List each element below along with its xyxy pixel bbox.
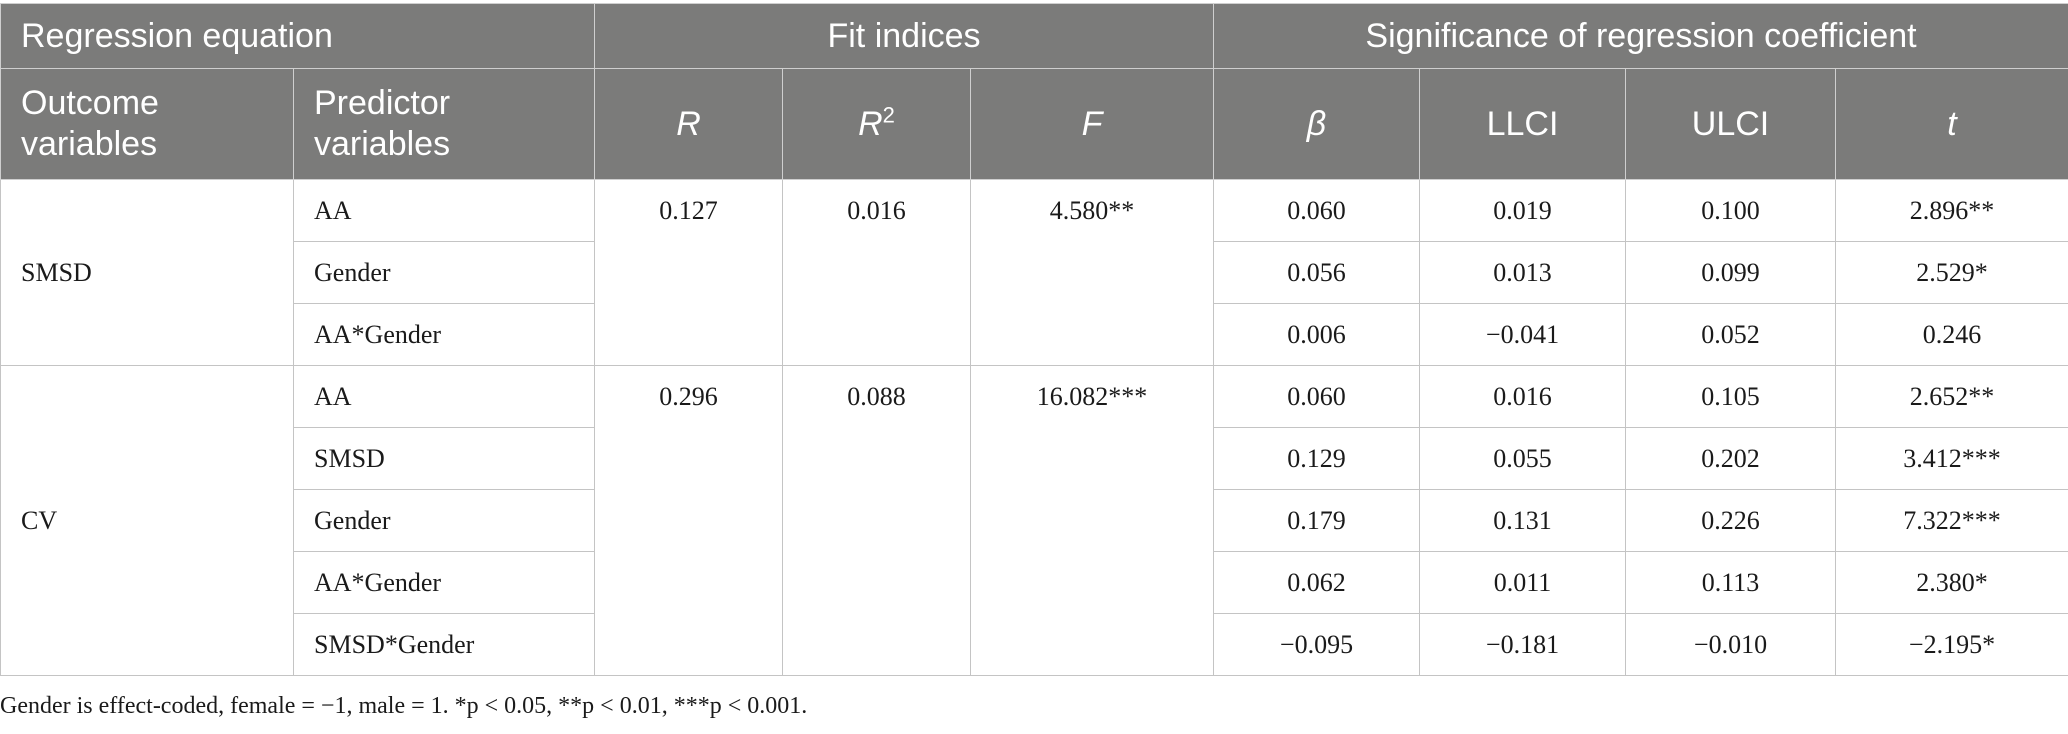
table-row: CV AA 0.296 0.088 16.082*** 0.060 0.016 … [0,365,2068,676]
column-header-row: Outcome variables Predictor variables R … [0,68,2068,180]
group-header-row: Regression equation Fit indices Signific… [0,3,2068,69]
beta-cell: 0.056 [1213,241,1421,304]
f-symbol: F [1081,104,1103,143]
t-cell: −2.195* [1835,613,2068,676]
predictor-cell: AA*Gender [292,551,596,614]
t-cell: 2.896** [1835,179,2068,242]
column-header-beta: β [1213,68,1421,180]
group-header-regression-equation: Regression equation [0,3,596,69]
r2-superscript: 2 [882,102,895,128]
r2-cell: 0.016 [782,179,972,366]
llci-cell: −0.181 [1419,613,1627,676]
beta-cell: 0.062 [1213,551,1421,614]
predictor-cell: AA*Gender [292,303,596,366]
llci-cell: 0.055 [1419,427,1627,490]
ulci-cell: 0.202 [1625,427,1837,490]
outcome-header-line1: Outcome [21,84,159,122]
column-header-r2: R2 [782,68,972,180]
group-header-significance: Significance of regression coefficient [1213,3,2068,69]
beta-cell: 0.179 [1213,489,1421,552]
table-body: SMSD AA 0.127 0.016 4.580** 0.060 0.019 … [0,179,2068,676]
predictor-cell: SMSD [292,427,596,490]
table-header: Regression equation Fit indices Signific… [0,3,2068,180]
predictor-cell: Gender [292,241,596,304]
table-row: AA*Gender 0.062 0.011 0.113 2.380* [1,551,2068,614]
t-cell: 3.412*** [1835,427,2068,490]
column-header-ulci: ULCI [1625,68,1837,180]
predictor-header-line2: variables [314,125,451,163]
outcome-header-line2: variables [21,125,158,163]
predictor-header-line1: Predictor [314,84,451,122]
table-row: SMSD*Gender −0.095 −0.181 −0.010 −2.195* [1,613,2068,676]
beta-cell: 0.006 [1213,303,1421,366]
r-symbol: R [676,104,701,143]
column-header-t: t [1835,68,2068,180]
table-row: Gender 0.179 0.131 0.226 7.322*** [1,489,2068,552]
beta-symbol: β [1306,104,1327,143]
column-header-outcome: Outcome variables [0,68,294,180]
r2-symbol: R [858,104,883,143]
predictor-cell: AA [292,179,596,242]
ulci-cell: 0.226 [1625,489,1837,552]
t-cell: 2.529* [1835,241,2068,304]
t-cell: 7.322*** [1835,489,2068,552]
outcome-cell-smsd: SMSD [0,179,294,366]
beta-cell: −0.095 [1213,613,1421,676]
t-cell: 0.246 [1835,303,2068,366]
llci-cell: 0.016 [1419,365,1627,428]
table-row: SMSD AA 0.127 0.016 4.580** 0.060 0.019 … [0,179,2068,366]
ulci-cell: −0.010 [1625,613,1837,676]
ulci-cell: 0.105 [1625,365,1837,428]
beta-cell: 0.060 [1213,179,1421,242]
ulci-cell: 0.052 [1625,303,1837,366]
llci-cell: 0.013 [1419,241,1627,304]
column-header-llci: LLCI [1419,68,1627,180]
r2-cell: 0.088 [782,365,972,676]
beta-cell: 0.129 [1213,427,1421,490]
f-cell: 16.082*** [970,365,1215,676]
t-cell: 2.652** [1835,365,2068,428]
r-cell: 0.127 [594,179,784,366]
predictor-cell: SMSD*Gender [292,613,596,676]
ulci-cell: 0.113 [1625,551,1837,614]
llci-cell: −0.041 [1419,303,1627,366]
f-cell: 4.580** [970,179,1215,366]
t-symbol: t [1947,104,1957,143]
predictor-cell: Gender [292,489,596,552]
column-header-f: F [970,68,1215,180]
t-cell: 2.380* [1835,551,2068,614]
llci-cell: 0.011 [1419,551,1627,614]
table-footnote: Gender is effect-coded, female = −1, mal… [0,693,808,719]
table-row: AA*Gender 0.006 −0.041 0.052 0.246 [1,303,2068,366]
predictor-cell: AA [292,365,596,428]
column-header-r: R [594,68,784,180]
outcome-cell-cv: CV [0,365,294,676]
r-cell: 0.296 [594,365,784,676]
ulci-cell: 0.099 [1625,241,1837,304]
group-header-fit-indices: Fit indices [594,3,1215,69]
regression-table: Regression equation Fit indices Signific… [0,3,2068,676]
llci-cell: 0.131 [1419,489,1627,552]
beta-cell: 0.060 [1213,365,1421,428]
ulci-cell: 0.100 [1625,179,1837,242]
column-header-predictor: Predictor variables [292,68,596,180]
table-row: SMSD 0.129 0.055 0.202 3.412*** [1,427,2068,490]
llci-cell: 0.019 [1419,179,1627,242]
